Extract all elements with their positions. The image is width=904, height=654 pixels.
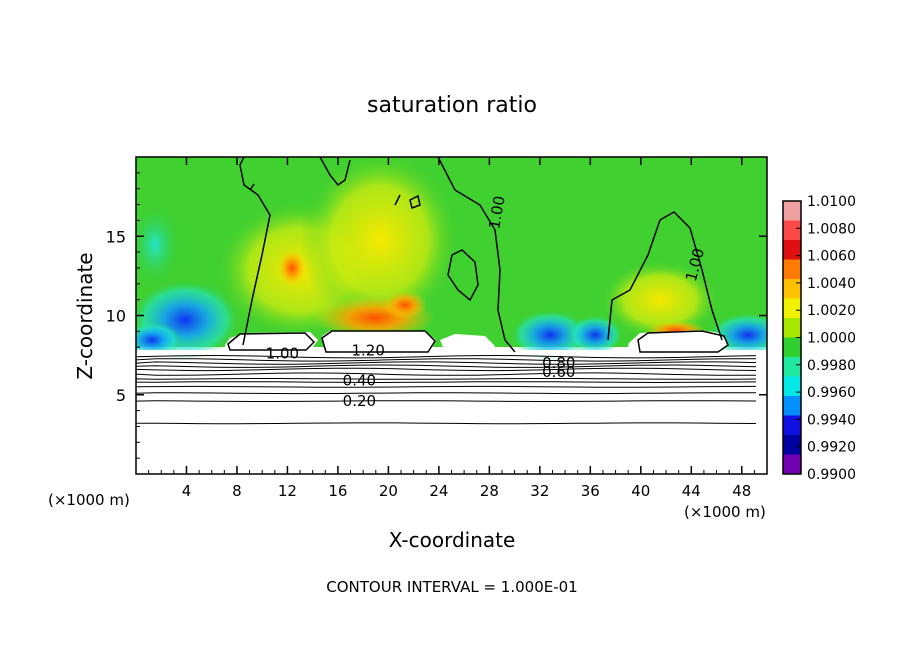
contour-label: 0.80 [542,354,575,372]
level-line [136,400,757,402]
colorbar-level-label: 0.9900 [807,467,856,483]
colorbar: 1.0100 1.0080 1.0060 1.0040 1.0020 1.0000 0.99… [782,194,856,483]
colorbar-level-label: 0.9920 [807,440,856,456]
x-tick-label: 36 [581,482,600,500]
x-tick-label: 40 [631,482,650,500]
contour-lines [227,157,729,353]
colorbar-swatch [783,337,801,358]
level-line [136,367,757,372]
y-axis-label: Z-coordinate [73,252,97,379]
contour-label: 0.60 [542,363,575,381]
x-tick-label: 48 [732,482,751,500]
colorbar-swatch [783,435,801,455]
x-tick-label: 16 [328,482,347,500]
colorbar-swatch [783,357,801,377]
colorbar-level-label: 0.9960 [807,385,856,401]
x-tick-label: 8 [232,482,242,500]
level-line [136,354,757,359]
colorbar-level-label: 1.0080 [807,221,856,237]
level-line [136,372,757,376]
colorbar-swatch [783,298,801,319]
colorbar-level-label: 1.0000 [807,331,856,347]
level-line [136,364,757,368]
level-line [136,361,757,365]
colorbar-swatch [783,318,801,338]
colorbar-swatch [783,454,801,475]
contour-1.20-cloud-c [637,330,729,353]
x-tick-label: 32 [530,482,549,500]
x-unit-label-right: (×1000 m) [684,503,766,521]
x-tick-label: 12 [278,482,297,500]
colorbar-level-label: 1.0060 [807,249,856,265]
colorbar-level-label: 1.0040 [807,276,856,292]
x-tick-label: 28 [480,482,499,500]
contour-noise-top [249,157,421,209]
contour-1.00-center [437,157,516,353]
contour-1.20-cloud-a [227,332,316,351]
x-tick-label: 20 [379,482,398,500]
contour-label: 0.40 [343,371,376,389]
level-line [136,385,757,388]
colorbar-swatch [783,201,801,221]
x-axis-label: X-coordinate [389,528,516,552]
colorbar-swatch [783,220,801,241]
colorbar-level-label: 1.0100 [807,194,856,210]
y-tick-label: 5 [116,386,126,405]
level-line [136,358,757,362]
y-tick-label: 10 [106,307,126,326]
colorbar-swatch [783,240,801,260]
colorbar-swatch [783,279,801,299]
level-line [136,381,757,384]
saturation-field [136,157,767,474]
contour-1.00-right [607,211,723,341]
contour-1.00-left [239,157,271,346]
colorbar-swatch [783,396,801,416]
contour-1.00-island [447,249,479,302]
colorbar-level-label: 1.0020 [807,303,856,319]
contour-label: 1.20 [352,341,385,359]
x-tick-label: 44 [682,482,701,500]
colorbar-level-label: 0.9940 [807,412,856,428]
contour-labels: 1.00 1.201.001.000.800.600.400.20 [266,194,708,410]
colorbar-swatch [783,376,801,397]
colorbar-swatch [783,415,801,436]
colorbar-level-label: 0.9980 [807,358,856,374]
contour-1.20-cloud-b [321,330,436,353]
contour-label: 1.00 [485,194,509,230]
x-unit-label-left: (×1000 m) [48,491,130,509]
level-line [136,378,757,380]
level-line [136,392,756,395]
contour-interval-note: CONTOUR INTERVAL = 1.000E-01 [326,578,577,596]
x-tick-label: 24 [429,482,448,500]
contour-label: 0.20 [343,392,376,410]
contour-label: 1.00 [266,345,299,363]
level-lines [136,354,757,425]
colorbar-swatch [783,259,801,280]
x-tick-label: 4 [182,482,192,500]
y-tick-label: 15 [106,227,126,246]
chart-title: saturation ratio [367,93,537,118]
level-line [136,422,757,425]
